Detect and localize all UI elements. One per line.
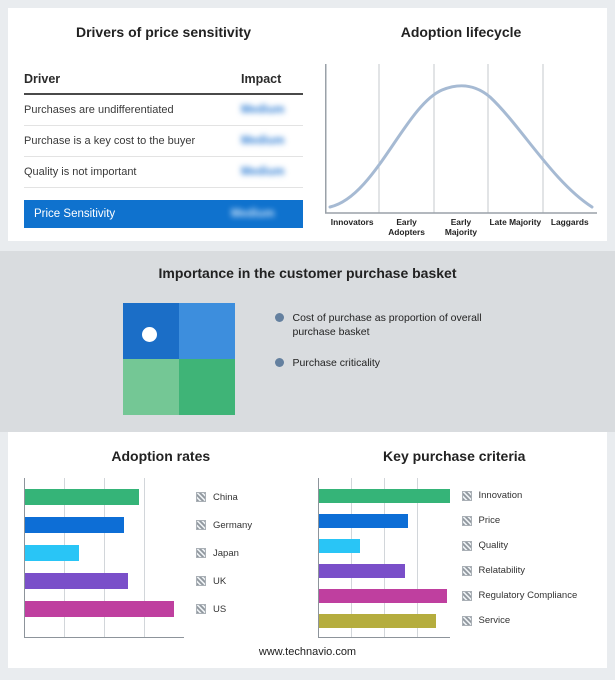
stage-label-early-adopters: Early Adopters bbox=[388, 217, 425, 237]
basket-title: Importance in the customer purchase bask… bbox=[158, 265, 457, 282]
lifecycle-stage-labels: Innovators Early Adopters Early Majority… bbox=[325, 217, 597, 237]
quadrant-bottom-right bbox=[178, 359, 235, 416]
hatch-swatch-icon bbox=[461, 515, 472, 526]
footer-url[interactable]: www.technavio.com bbox=[258, 646, 357, 658]
lifecycle-curve bbox=[328, 84, 594, 209]
hatch-swatch-icon bbox=[196, 548, 206, 558]
bar-relatability bbox=[318, 563, 405, 578]
bar-service bbox=[318, 613, 437, 628]
bell-curve-svg bbox=[325, 64, 597, 214]
price-sensitivity-impact-blurred: Medium bbox=[231, 208, 275, 220]
bullet-icon bbox=[274, 358, 284, 368]
legend-item-germany: Germany bbox=[196, 511, 252, 539]
quadrant-top-right bbox=[178, 303, 235, 360]
stage-label-early-majority: Early Majority bbox=[444, 217, 478, 237]
key-purchase-criteria-legend: Innovation Price Quality Relatability Re… bbox=[461, 478, 578, 638]
hatch-swatch-icon bbox=[461, 540, 472, 551]
purchase-basket-section: Importance in the customer purchase bask… bbox=[0, 251, 615, 432]
bar-germany bbox=[25, 517, 124, 533]
legend-item: Purchase criticality bbox=[274, 356, 493, 370]
table-row: Purchases are undifferentiated Medium bbox=[24, 95, 303, 126]
hatch-swatch-icon bbox=[461, 615, 472, 626]
footer: www.technavio.com bbox=[14, 638, 601, 668]
legend-item-regulatory-compliance: Regulatory Compliance bbox=[461, 583, 577, 608]
adoption-lifecycle-chart: Innovators Early Adopters Early Majority… bbox=[325, 64, 597, 237]
driver-cell: Purchase is a key cost to the buyer bbox=[24, 135, 196, 147]
quadrant-bottom-left bbox=[122, 359, 179, 416]
bar-innovation bbox=[318, 488, 450, 503]
impact-cell-blurred: Medium bbox=[241, 104, 285, 116]
table-row: Purchase is a key cost to the buyer Medi… bbox=[24, 126, 303, 157]
drivers-panel: Drivers of price sensitivity Driver Impa… bbox=[18, 16, 309, 241]
bar-japan bbox=[25, 545, 80, 561]
table-header-row: Driver Impact bbox=[24, 72, 303, 95]
bar-regulatory-compliance bbox=[318, 588, 447, 603]
driver-cell: Purchases are undifferentiated bbox=[24, 104, 174, 116]
impact-cell-blurred: Medium bbox=[241, 135, 285, 147]
adoption-rates-panel: Adoption rates China Germany Japan UK bbox=[14, 442, 308, 638]
hatch-swatch-icon bbox=[196, 576, 206, 586]
price-sensitivity-label: Price Sensitivity bbox=[34, 208, 116, 220]
charts-row: Adoption rates China Germany Japan UK bbox=[14, 442, 601, 638]
bar-quality bbox=[318, 538, 361, 553]
legend-text: Purchase criticality bbox=[292, 357, 381, 370]
impact-cell-blurred: Medium bbox=[241, 166, 285, 178]
key-purchase-criteria-title: Key purchase criteria bbox=[383, 448, 526, 464]
driver-column-header: Driver bbox=[24, 72, 61, 86]
stage-label-innovators: Innovators bbox=[330, 217, 374, 227]
drivers-table: Driver Impact Purchases are undifferenti… bbox=[24, 72, 303, 228]
hatch-swatch-icon bbox=[461, 590, 472, 601]
impact-column-header: Impact bbox=[241, 72, 282, 86]
legend-item-price: Price bbox=[461, 508, 578, 533]
hatch-swatch-icon bbox=[461, 565, 472, 576]
legend-item-china: China bbox=[196, 483, 252, 511]
price-sensitivity-row: Price Sensitivity Medium bbox=[24, 200, 303, 228]
legend-item: Cost of purchase as proportion of overal… bbox=[274, 311, 493, 339]
stage-label-late-majority: Late Majority bbox=[489, 217, 542, 227]
adoption-rates-legend: China Germany Japan UK US bbox=[196, 478, 252, 638]
bar-china bbox=[25, 489, 140, 505]
driver-cell: Quality is not important bbox=[24, 166, 137, 178]
bullet-icon bbox=[274, 313, 284, 323]
adoption-rates-plot bbox=[24, 478, 184, 638]
adoption-rates-title: Adoption rates bbox=[111, 448, 211, 464]
stage-label-laggards: Laggards bbox=[550, 217, 589, 227]
bar-uk bbox=[25, 573, 129, 589]
legend-item-innovation: Innovation bbox=[461, 483, 578, 508]
lifecycle-title: Adoption lifecycle bbox=[400, 24, 522, 40]
drivers-title: Drivers of price sensitivity bbox=[75, 24, 252, 40]
key-purchase-criteria-panel: Key purchase criteria Innovation Price Q… bbox=[308, 442, 602, 638]
key-purchase-criteria-chart: Innovation Price Quality Relatability Re… bbox=[312, 478, 598, 638]
basket-legend: Cost of purchase as proportion of overal… bbox=[274, 311, 493, 415]
hatch-swatch-icon bbox=[461, 490, 472, 501]
hatch-swatch-icon bbox=[196, 492, 206, 502]
legend-item-japan: Japan bbox=[196, 539, 252, 567]
bar-price bbox=[318, 513, 408, 528]
adoption-lifecycle-panel: Adoption lifecycle Innovators Early Adop… bbox=[309, 16, 599, 241]
legend-item-quality: Quality bbox=[461, 533, 578, 558]
position-dot bbox=[141, 326, 157, 342]
bottom-section: Adoption rates China Germany Japan UK bbox=[8, 432, 607, 668]
legend-item-us: US bbox=[196, 595, 252, 623]
legend-item-relatability: Relatability bbox=[461, 558, 578, 583]
table-row: Quality is not important Medium bbox=[24, 157, 303, 188]
legend-text: Cost of purchase as proportion of overal… bbox=[292, 312, 482, 339]
hatch-swatch-icon bbox=[196, 604, 206, 614]
basket-content: Cost of purchase as proportion of overal… bbox=[0, 303, 615, 416]
key-purchase-criteria-plot bbox=[317, 478, 450, 638]
legend-item-service: Service bbox=[461, 608, 578, 633]
adoption-rates-chart: China Germany Japan UK US bbox=[18, 478, 304, 638]
quadrant-matrix bbox=[122, 303, 235, 416]
bar-us bbox=[25, 601, 175, 617]
hatch-swatch-icon bbox=[196, 520, 206, 530]
legend-item-uk: UK bbox=[196, 567, 252, 595]
top-section: Drivers of price sensitivity Driver Impa… bbox=[8, 8, 607, 242]
